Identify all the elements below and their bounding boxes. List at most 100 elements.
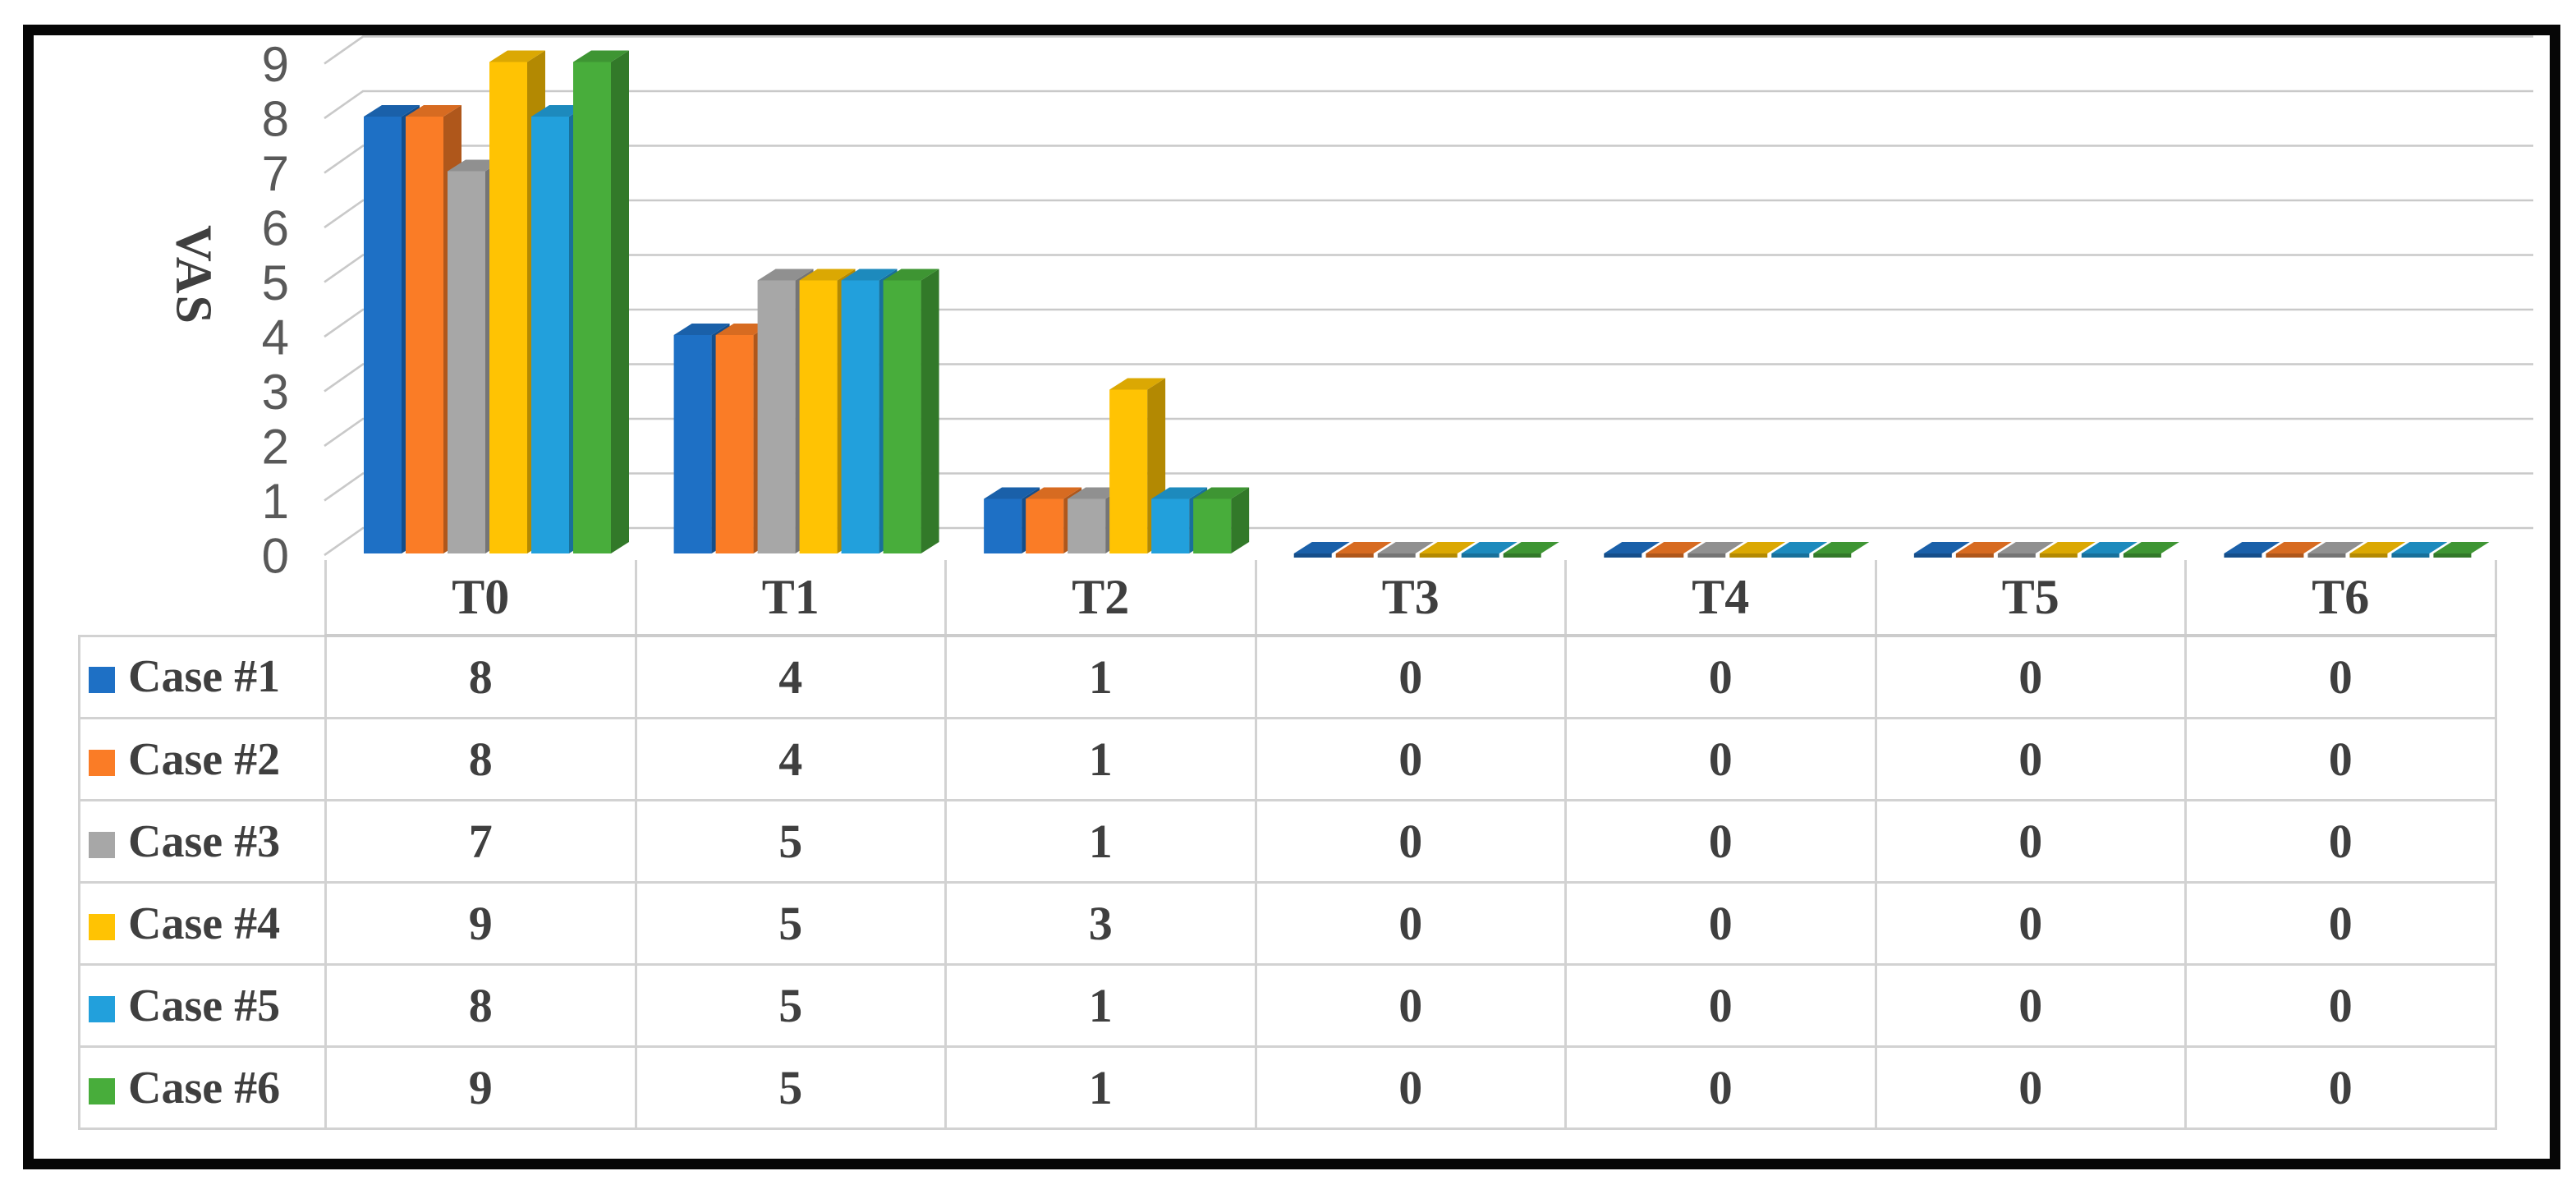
- bar-top-face: [673, 324, 730, 335]
- bar-case-5-t6: [2391, 542, 2448, 558]
- value-cell: 0: [1874, 634, 2187, 719]
- value-cell: 5: [634, 799, 947, 884]
- bar-front-face: [531, 117, 569, 553]
- series-label: Case #3: [128, 815, 281, 867]
- zero-bar-front-edge: [1503, 553, 1541, 558]
- zero-bar-front-edge: [2039, 553, 2078, 558]
- value-cell: 0: [1564, 799, 1877, 884]
- zero-bar-top-face: [1913, 542, 1970, 553]
- zero-bar-front-edge: [2224, 553, 2262, 558]
- zero-bar-front-edge: [1335, 553, 1374, 558]
- value-cell: 3: [944, 881, 1257, 966]
- gridline: [324, 526, 2533, 557]
- zero-bar-top-face: [1813, 542, 1870, 553]
- value-cell: 0: [1254, 799, 1567, 884]
- bar-front-face: [406, 117, 443, 553]
- bar-front-face: [1193, 498, 1232, 553]
- zero-bar-top-face: [2123, 542, 2179, 553]
- value-cell: 8: [324, 717, 637, 801]
- bar-front-face: [984, 498, 1022, 553]
- zero-bar-front-edge: [1955, 553, 1994, 558]
- zero-bar-top-face: [2039, 542, 2096, 553]
- bar-front-face: [757, 280, 796, 553]
- bar-top-face: [984, 487, 1040, 499]
- zero-bar-front-edge: [1997, 553, 2036, 558]
- table-row: Case #6 9 5 1 0 0 0 0: [78, 1045, 2497, 1130]
- bar-side-face: [611, 50, 629, 553]
- value-cell: 8: [324, 963, 637, 1048]
- zero-bar-top-face: [1997, 542, 2054, 553]
- bar-case-4-t6: [2349, 542, 2406, 558]
- value-cell: 4: [634, 717, 947, 801]
- zero-bar-front-edge: [1604, 553, 1642, 558]
- zero-bar-top-face: [2081, 542, 2137, 553]
- bar-case-5-t3: [1461, 542, 1518, 558]
- bar-case-1-t6: [2224, 542, 2280, 558]
- gridline: [324, 35, 2533, 65]
- zero-bar-front-edge: [2266, 553, 2304, 558]
- value-cell: 0: [1564, 963, 1877, 1048]
- bar-top-face: [1151, 487, 1208, 499]
- bars: [364, 50, 2490, 558]
- bar-top-face: [406, 105, 461, 117]
- value-cell: 0: [1254, 634, 1567, 719]
- bar-top-face: [364, 105, 420, 117]
- series-label: Case #2: [128, 733, 281, 785]
- value-cell: 0: [2184, 1045, 2497, 1130]
- y-axis-tick-label: 0: [262, 529, 289, 584]
- bar-top-face: [489, 50, 545, 62]
- zero-bar-top-face: [1604, 542, 1660, 553]
- zero-bar-top-face: [1377, 542, 1434, 553]
- bar-case-3-t5: [1997, 542, 2054, 558]
- gridline: [324, 145, 2533, 174]
- table-row: Case #1 8 4 1 0 0 0 0: [78, 634, 2497, 719]
- series-color-swatch-icon: [89, 749, 115, 776]
- bar-front-face: [841, 280, 879, 553]
- zero-bar-front-edge: [2081, 553, 2119, 558]
- gridline: [324, 363, 2533, 393]
- bar-front-face: [715, 335, 754, 553]
- category-header-t4: T4: [1564, 560, 1877, 637]
- gridline: [324, 199, 2533, 229]
- bar-front-face: [1068, 498, 1106, 553]
- bar-case-6-t3: [1503, 542, 1559, 558]
- series-label: Case #6: [128, 1062, 281, 1114]
- bar-front-face: [673, 335, 712, 553]
- gridline: [324, 90, 2533, 120]
- value-cell: 0: [2184, 717, 2497, 801]
- bar-top-face: [1026, 487, 1082, 499]
- bar-case-4-t4: [1729, 542, 1786, 558]
- legend-cell: Case #3: [78, 799, 327, 884]
- value-cell: 0: [1564, 634, 1877, 719]
- bar-case-4-t3: [1419, 542, 1476, 558]
- bar-top-face: [1193, 487, 1250, 499]
- zero-bar-front-edge: [1377, 553, 1416, 558]
- category-header-t0: T0: [324, 560, 637, 637]
- chart-data-table: T0 T1 T2 T3 T4 T5 T6 Case #1 8 4 1 0 0 0 0 Case #2 8 4 1 0 0…: [78, 560, 2497, 1130]
- table-row: Case #4 9 5 3 0 0 0 0: [78, 881, 2497, 966]
- zero-bar-front-edge: [2433, 553, 2472, 558]
- y-axis-tick-label: 6: [262, 201, 289, 256]
- bar-case-6-t4: [1813, 542, 1870, 558]
- zero-bar-front-edge: [2307, 553, 2346, 558]
- zero-bar-top-face: [1503, 542, 1559, 553]
- table-corner-cell: [80, 560, 326, 636]
- zero-bar-top-face: [1771, 542, 1828, 553]
- bar-case-6-t2: [1193, 487, 1250, 553]
- bar-side-face: [921, 269, 939, 553]
- series-label: Case #1: [128, 651, 281, 703]
- bar-top-face: [573, 50, 629, 62]
- zero-bar-front-edge: [1461, 553, 1499, 558]
- value-cell: 0: [1254, 1045, 1567, 1130]
- value-cell: 0: [1564, 881, 1877, 966]
- bar-case-6-t1: [883, 269, 939, 553]
- bar-case-1-t4: [1604, 542, 1660, 558]
- value-cell: 0: [1874, 963, 2187, 1048]
- bar-case-2-t5: [1955, 542, 2012, 558]
- series-color-swatch-icon: [89, 831, 115, 858]
- value-cell: 0: [1874, 717, 2187, 801]
- y-axis-tick-label: 3: [262, 365, 289, 420]
- zero-bar-front-edge: [1913, 553, 1952, 558]
- gridline: [324, 417, 2533, 448]
